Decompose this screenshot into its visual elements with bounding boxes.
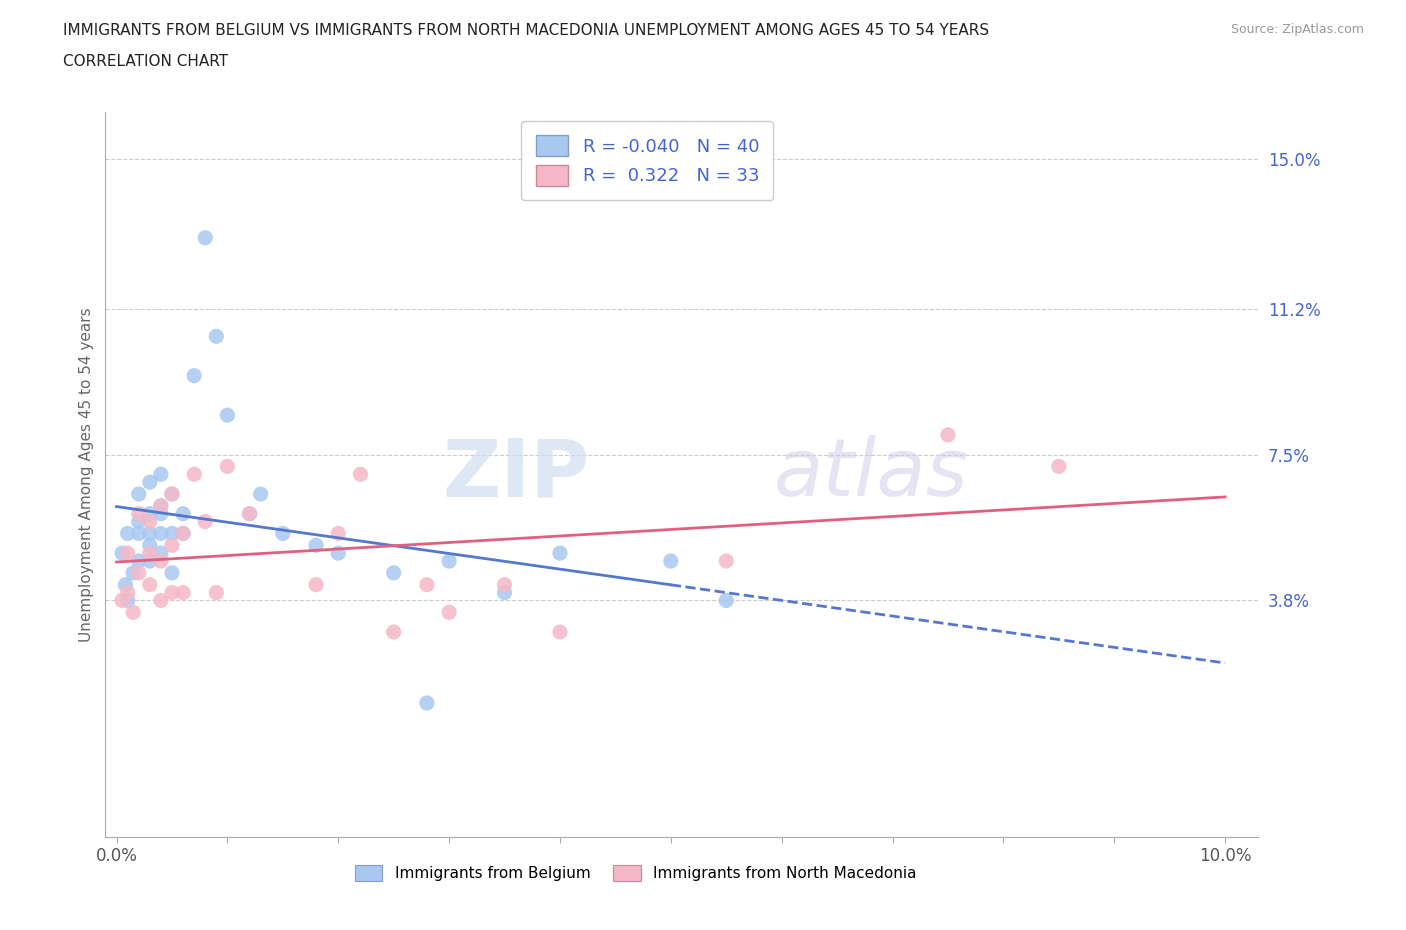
Point [160, 585, 183, 600]
Point [172, 585, 194, 600]
Point [382, 625, 405, 640]
Point [659, 553, 682, 568]
Point [117, 526, 139, 541]
Point [194, 231, 217, 246]
Point [149, 593, 172, 608]
Point [183, 368, 205, 383]
Point [172, 526, 194, 541]
Point [149, 498, 172, 513]
Point [139, 553, 162, 568]
Point [122, 604, 145, 619]
Point [117, 593, 139, 608]
Point [149, 498, 172, 513]
Point [217, 459, 239, 474]
Point [117, 546, 139, 561]
Text: ZIP: ZIP [443, 435, 589, 513]
Point [382, 565, 405, 580]
Point [128, 514, 150, 529]
Point [548, 546, 571, 561]
Point [716, 593, 738, 608]
Point [149, 546, 172, 561]
Point [217, 407, 239, 422]
Point [183, 467, 205, 482]
Text: CORRELATION CHART: CORRELATION CHART [63, 54, 228, 69]
Point [139, 526, 162, 541]
Point [160, 538, 183, 552]
Point [349, 467, 371, 482]
Point [160, 486, 183, 501]
Point [128, 553, 150, 568]
Point [128, 506, 150, 521]
Point [111, 546, 134, 561]
Point [437, 553, 460, 568]
Point [416, 696, 439, 711]
Point [271, 526, 294, 541]
Point [149, 506, 172, 521]
Point [160, 565, 183, 580]
Point [1047, 459, 1070, 474]
Point [149, 467, 172, 482]
Point [239, 506, 262, 521]
Point [122, 565, 145, 580]
Text: IMMIGRANTS FROM BELGIUM VS IMMIGRANTS FROM NORTH MACEDONIA UNEMPLOYMENT AMONG AG: IMMIGRANTS FROM BELGIUM VS IMMIGRANTS FR… [63, 23, 990, 38]
Point [160, 486, 183, 501]
Point [494, 585, 516, 600]
Text: Source: ZipAtlas.com: Source: ZipAtlas.com [1230, 23, 1364, 36]
Point [139, 546, 162, 561]
Point [139, 474, 162, 489]
Point [139, 514, 162, 529]
Point [117, 585, 139, 600]
Point [328, 546, 350, 561]
Point [239, 506, 262, 521]
Point [172, 526, 194, 541]
Point [128, 486, 150, 501]
Point [139, 578, 162, 592]
Point [128, 565, 150, 580]
Point [494, 578, 516, 592]
Point [149, 553, 172, 568]
Point [437, 604, 460, 619]
Point [114, 578, 136, 592]
Legend: Immigrants from Belgium, Immigrants from North Macedonia: Immigrants from Belgium, Immigrants from… [349, 859, 922, 887]
Point [416, 578, 439, 592]
Point [205, 329, 228, 344]
Text: atlas: atlas [775, 435, 969, 513]
Point [305, 578, 328, 592]
Point [328, 526, 350, 541]
Point [548, 625, 571, 640]
Point [936, 428, 959, 443]
Point [160, 526, 183, 541]
Point [139, 538, 162, 552]
Point [305, 538, 328, 552]
Point [249, 486, 271, 501]
Point [205, 585, 228, 600]
Point [172, 506, 194, 521]
Point [149, 526, 172, 541]
Point [111, 593, 134, 608]
Point [194, 514, 217, 529]
Point [128, 526, 150, 541]
Point [139, 506, 162, 521]
Y-axis label: Unemployment Among Ages 45 to 54 years: Unemployment Among Ages 45 to 54 years [79, 307, 94, 642]
Point [716, 553, 738, 568]
